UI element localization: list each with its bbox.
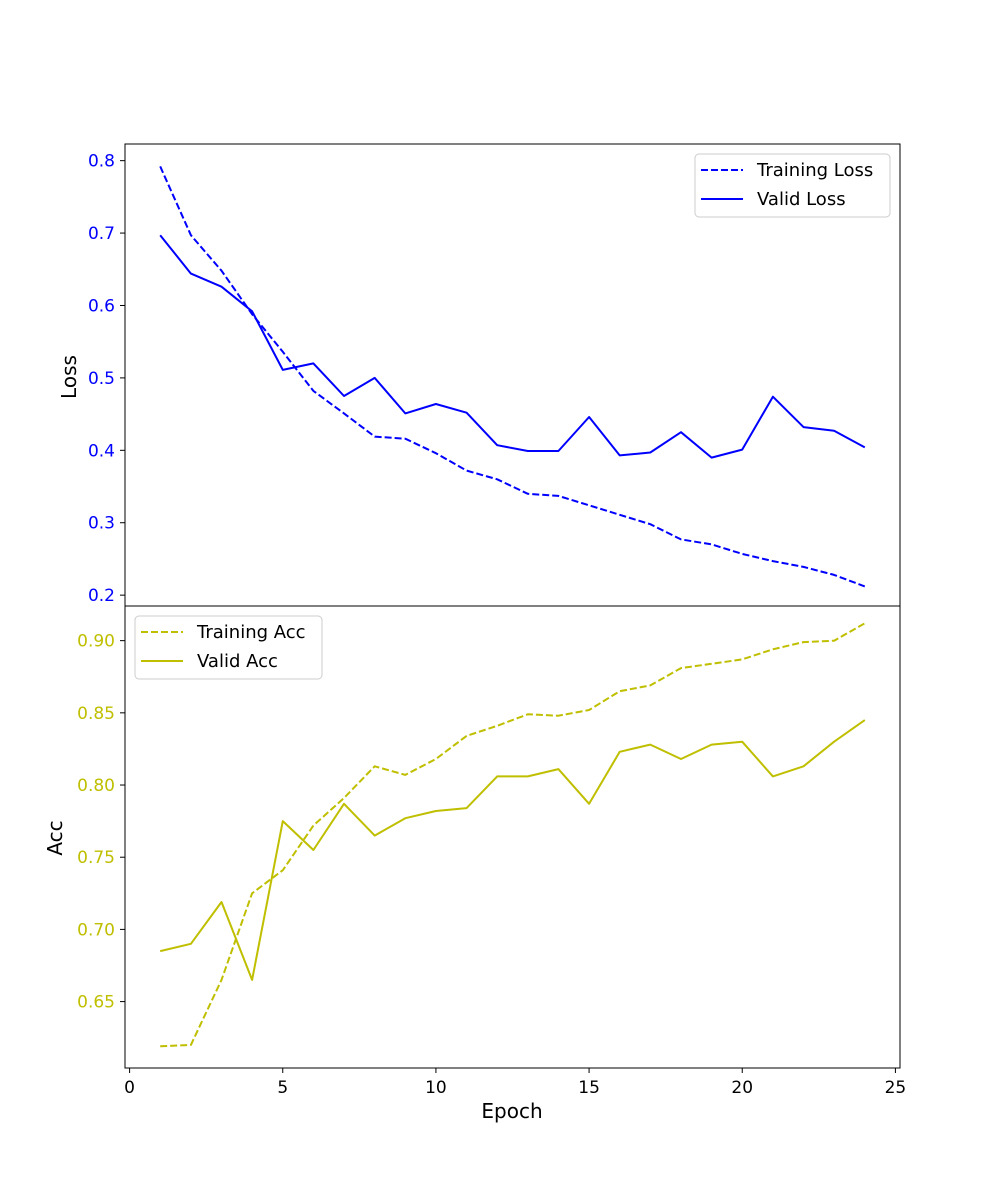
loss-series-layer xyxy=(159,165,866,588)
loss-y-tick-label: 0.7 xyxy=(88,224,115,244)
acc-y-axis-label: Acc xyxy=(43,820,67,855)
series-line-training-acc xyxy=(160,622,866,1048)
x-tick-label: 15 xyxy=(578,1078,600,1098)
loss-y-axis-label: Loss xyxy=(57,355,81,399)
x-axis-label: Epoch xyxy=(481,1099,542,1123)
loss-y-tick-label: 0.2 xyxy=(88,586,115,606)
acc-panel: 0.65 0.70 0.75 0.80 0.85 0.90 0 5 10 15 20 25 Acc E… xyxy=(43,605,906,1123)
series-line-valid-loss xyxy=(159,234,866,459)
acc-y-tick-label: 0.75 xyxy=(77,848,115,868)
loss-y-tick-label: 0.5 xyxy=(88,369,115,389)
acc-y-tick-label: 0.65 xyxy=(77,993,115,1013)
loss-legend: Training Loss Valid Loss xyxy=(694,153,891,218)
x-tick-label: 0 xyxy=(124,1078,135,1098)
loss-y-tick-label: 0.3 xyxy=(88,514,115,534)
loss-ticks-layer: 0.2 0.3 0.4 0.5 0.6 0.7 0.8 xyxy=(88,152,125,606)
acc-series-layer xyxy=(159,622,866,1048)
acc-y-tick-label: 0.80 xyxy=(77,776,115,796)
acc-y-tick-label: 0.90 xyxy=(77,632,115,652)
acc-y-tick-label: 0.85 xyxy=(77,704,115,724)
loss-y-tick-label: 0.6 xyxy=(88,296,115,316)
series-line-training-loss xyxy=(159,165,866,588)
series-line-valid-acc xyxy=(159,719,866,981)
x-tick-label: 10 xyxy=(425,1078,447,1098)
acc-y-tick-label: 0.70 xyxy=(77,920,115,940)
x-tick-label: 25 xyxy=(885,1078,907,1098)
loss-legend-box xyxy=(694,153,891,218)
x-tick-label: 5 xyxy=(277,1078,288,1098)
legend-label-valid-loss: Valid Loss xyxy=(757,189,846,210)
acc-ticks-layer: 0.65 0.70 0.75 0.80 0.85 0.90 0 5 10 15 20 25 xyxy=(77,632,906,1098)
acc-axes-frame xyxy=(124,605,901,1069)
x-tick-label: 20 xyxy=(731,1078,753,1098)
loss-y-tick-label: 0.8 xyxy=(88,152,115,172)
legend-label-training-acc: Training Acc xyxy=(196,622,306,643)
legend-label-training-loss: Training Loss xyxy=(756,160,873,181)
acc-legend: Training Acc Valid Acc xyxy=(134,615,323,680)
legend-label-valid-acc: Valid Acc xyxy=(197,651,278,672)
loss-y-tick-label: 0.4 xyxy=(88,441,115,461)
